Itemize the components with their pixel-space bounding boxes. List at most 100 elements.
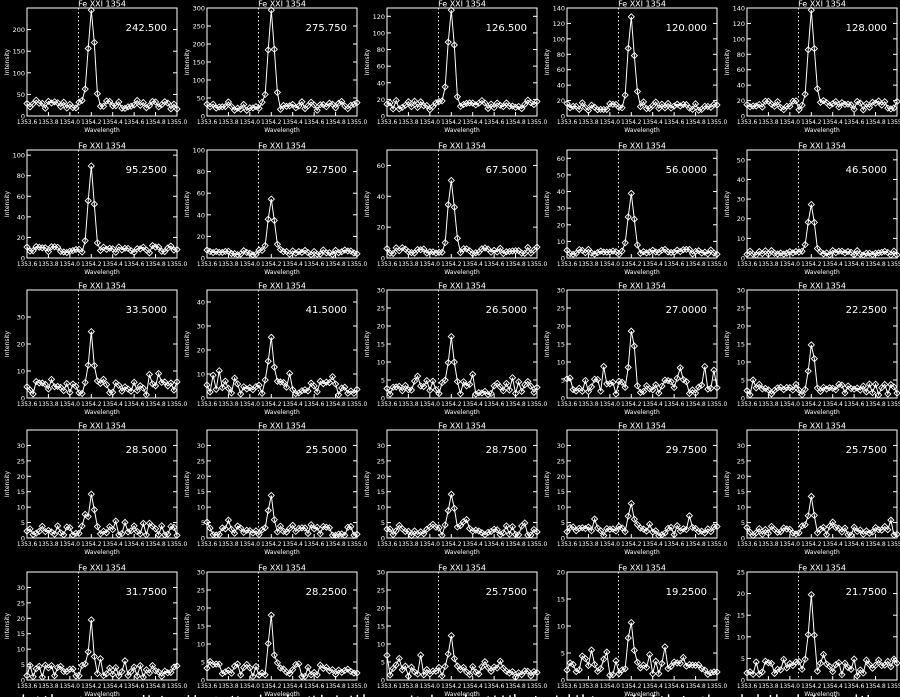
x-tick-label: 1354.2 (81, 542, 102, 548)
data-point-marker (490, 104, 498, 112)
y-tick-label: 50 (557, 171, 565, 179)
plot-frame (386, 149, 538, 259)
data-point-marker (26, 525, 34, 533)
x-tick-label: 1355.0 (707, 120, 728, 126)
data-point-marker (118, 530, 126, 538)
data-point-marker (47, 375, 56, 383)
data-point-marker (612, 390, 620, 398)
data-point-marker (252, 382, 260, 391)
data-point-marker (423, 101, 431, 110)
data-point-marker (270, 45, 278, 53)
data-point-marker (115, 381, 123, 389)
data-point-marker (133, 245, 141, 253)
x-axis-label: Wavelength (264, 269, 300, 276)
data-point-marker (524, 531, 532, 539)
data-point-marker (819, 383, 828, 391)
data-point-marker (511, 389, 520, 398)
data-point-marker (133, 96, 141, 105)
cut-row-fragment (22, 694, 25, 697)
data-point-marker (23, 243, 31, 251)
cut-row-fragment (465, 694, 467, 697)
y-tick-label: 10 (17, 368, 25, 376)
data-point-marker (401, 527, 410, 536)
data-point-marker (203, 381, 211, 389)
spectrum-panel: Fe XXI 1354120.0000204060801001201401353… (544, 0, 727, 134)
data-point-marker (597, 105, 605, 114)
data-point-marker (835, 103, 843, 111)
data-point-marker (386, 249, 394, 257)
data-point-marker (462, 382, 471, 390)
cut-row-fragment (640, 695, 642, 697)
data-point-marker (804, 630, 812, 639)
data-point-marker (127, 387, 135, 395)
panel-title: Fe XXI 1354 (258, 0, 306, 9)
x-tick-label: 1354.2 (81, 120, 102, 126)
data-point-marker (676, 247, 684, 256)
data-point-marker (572, 667, 580, 676)
data-point-marker (618, 247, 626, 255)
data-point-marker (392, 527, 400, 535)
data-point-marker (478, 389, 486, 397)
data-point-marker (524, 243, 532, 252)
data-point-marker (258, 526, 266, 534)
data-point-marker (786, 525, 794, 533)
data-point-marker (508, 247, 517, 255)
data-point-marker (44, 97, 53, 105)
y-tick-label: 5 (741, 655, 745, 663)
data-point-marker (121, 383, 129, 391)
data-point-marker (53, 243, 62, 251)
x-tick-label: 1354.0 (780, 120, 801, 126)
data-point-marker (469, 527, 477, 535)
data-point-marker (694, 106, 703, 114)
data-point-marker (652, 657, 660, 665)
data-point-marker (72, 382, 80, 390)
data-point-marker (713, 668, 721, 676)
x-tick-label: 1354.2 (621, 402, 642, 408)
data-point-marker (801, 385, 809, 394)
data-point-marker (282, 383, 291, 391)
x-tick-label: 1353.8 (578, 542, 599, 548)
data-point-marker (224, 384, 233, 393)
y-tick-label: 25 (17, 457, 25, 465)
data-point-marker (338, 384, 346, 392)
x-tick-label: 1354.6 (124, 120, 145, 126)
y-tick-label: 25 (377, 587, 385, 595)
data-point-marker (664, 664, 672, 673)
data-point-marker (853, 246, 861, 255)
data-point-marker (743, 386, 751, 395)
cut-row-fragment (769, 695, 772, 697)
data-point-marker (664, 99, 672, 108)
panel-value-label: 19.2500 (666, 587, 707, 598)
data-point-marker (347, 522, 355, 531)
data-point-marker (84, 648, 92, 656)
spectrum-line (26, 619, 178, 680)
y-tick-label: 40 (737, 176, 745, 184)
data-point-marker (521, 249, 529, 257)
y-tick-label: 5 (741, 377, 745, 385)
data-point-marker (142, 391, 151, 399)
y-tick-label: 25 (737, 569, 745, 577)
data-point-marker (50, 530, 59, 538)
data-point-marker (173, 662, 181, 670)
x-tick-label: 1353.6 (557, 262, 578, 268)
y-tick-label: 15 (557, 596, 565, 604)
data-point-marker (38, 244, 46, 252)
x-tick-label: 1355.0 (347, 120, 368, 126)
data-point-marker (472, 249, 480, 257)
x-tick-label: 1353.6 (377, 262, 398, 268)
data-point-marker (124, 103, 132, 111)
data-point-marker (417, 246, 425, 254)
data-point-marker (273, 528, 282, 536)
y-tick-label: 0 (741, 113, 745, 121)
data-point-marker (331, 246, 340, 254)
data-point-marker (383, 525, 391, 533)
data-point-marker (636, 102, 645, 111)
y-tick-label: 5 (381, 659, 385, 667)
data-point-marker (441, 83, 449, 91)
data-point-marker (148, 661, 157, 670)
data-point-marker (90, 38, 98, 47)
data-point-marker (63, 379, 71, 388)
data-point-marker (887, 516, 895, 524)
